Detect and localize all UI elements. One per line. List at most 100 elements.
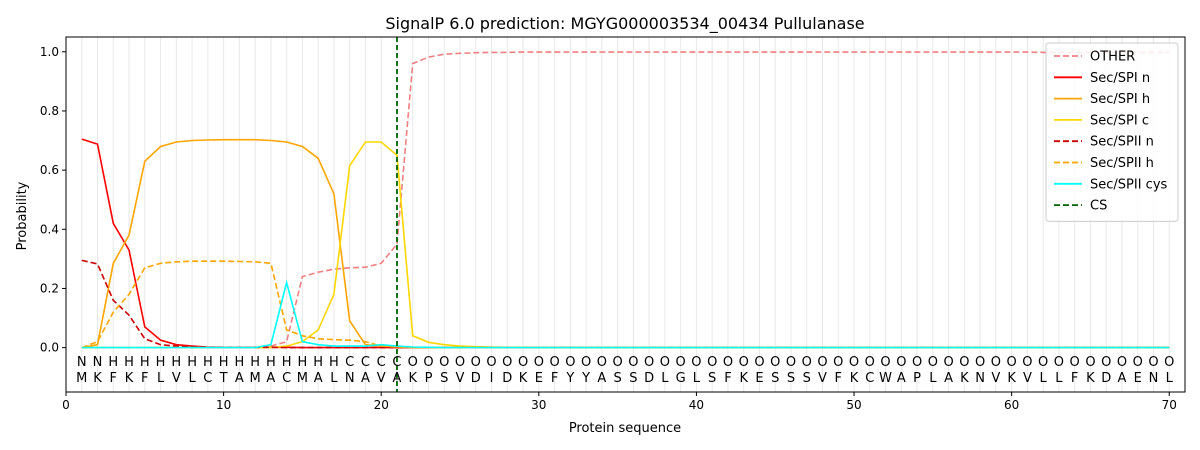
residue-label: L: [330, 371, 338, 386]
residue-label: V: [456, 371, 465, 386]
residue-label: K: [519, 371, 528, 386]
residue-label: D: [1101, 371, 1111, 386]
region-label: H: [219, 355, 229, 370]
residue-label: F: [141, 371, 148, 386]
residue-label: S: [787, 371, 795, 386]
residue-label: A: [393, 371, 402, 386]
region-label: H: [203, 355, 213, 370]
region-label: O: [613, 355, 623, 370]
region-label: O: [423, 355, 433, 370]
region-label: O: [817, 355, 827, 370]
residue-label: F: [835, 371, 842, 386]
x-tick-label: 70: [1162, 398, 1177, 412]
region-label: O: [439, 355, 449, 370]
region-label: O: [754, 355, 764, 370]
region-label: H: [329, 355, 339, 370]
y-axis-label: Probability: [15, 181, 30, 250]
region-label: H: [313, 355, 323, 370]
region-label: O: [471, 355, 481, 370]
region-label: H: [156, 355, 166, 370]
residue-label: K: [93, 371, 102, 386]
residue-label: D: [471, 371, 481, 386]
residue-label: F: [551, 371, 558, 386]
sequence-annotations: NMNKHFHKHFHLHVHLHCHTHAHMHAHCHMHAHLCNCACV…: [76, 355, 1174, 386]
residue-label: P: [425, 371, 433, 386]
region-label: O: [1133, 355, 1143, 370]
region-label: O: [1054, 355, 1064, 370]
residue-label: K: [739, 371, 748, 386]
x-tick-label: 40: [689, 398, 704, 412]
residue-label: S: [803, 371, 811, 386]
residue-label: V: [377, 371, 386, 386]
residue-label: L: [1166, 371, 1174, 386]
x-tick-label: 50: [846, 398, 861, 412]
region-label: N: [77, 355, 87, 370]
region-label: C: [392, 355, 401, 370]
region-label: O: [723, 355, 733, 370]
residue-label: L: [929, 371, 937, 386]
region-label: O: [518, 355, 528, 370]
region-label: O: [408, 355, 418, 370]
residue-label: S: [613, 371, 621, 386]
residue-label: L: [661, 371, 669, 386]
region-label: O: [644, 355, 654, 370]
residue-label: S: [440, 371, 448, 386]
x-tick-label: 0: [62, 398, 70, 412]
plot-frame: [65, 36, 1186, 393]
region-label: C: [345, 355, 354, 370]
axes: 0 10 20 30 40 50 60 70 0.0 0.2 0.4 0.6 0.8 1.0: [40, 45, 1177, 412]
x-tick-label: 20: [374, 398, 389, 412]
legend: OTHER Sec/SPI n Sec/SPI h Sec/SPI c Sec/SPII…: [1045, 42, 1179, 222]
chart-title: SignalP 6.0 prediction: MGYG000003534_00…: [385, 14, 864, 34]
legend-entry-label: CS: [1090, 199, 1107, 214]
region-label: O: [691, 355, 701, 370]
region-label: O: [660, 355, 670, 370]
region-label: H: [298, 355, 308, 370]
region-label: O: [1085, 355, 1095, 370]
legend-entry-label: Sec/SPI h: [1090, 92, 1150, 107]
residue-label: C: [203, 371, 212, 386]
residue-label: A: [361, 371, 370, 386]
region-label: O: [534, 355, 544, 370]
residue-label: K: [850, 371, 859, 386]
residue-label: G: [676, 371, 686, 386]
residue-label: F: [110, 371, 117, 386]
legend-entry-label: Sec/SPII n: [1090, 135, 1154, 150]
region-label: O: [943, 355, 953, 370]
residue-label: A: [597, 371, 606, 386]
residue-label: C: [865, 371, 874, 386]
legend-entry-label: Sec/SPII cys: [1090, 177, 1168, 192]
region-label: O: [786, 355, 796, 370]
region-label: O: [628, 355, 638, 370]
residue-label: Y: [565, 371, 574, 386]
residue-label: D: [502, 371, 512, 386]
region-label: N: [93, 355, 103, 370]
region-label: O: [896, 355, 906, 370]
region-label: O: [565, 355, 575, 370]
region-label: O: [502, 355, 512, 370]
region-label: O: [928, 355, 938, 370]
residue-label: E: [1134, 371, 1142, 386]
region-label: H: [266, 355, 276, 370]
y-tick-label: 0.4: [40, 222, 59, 236]
region-label: O: [1164, 355, 1174, 370]
residue-label: Y: [581, 371, 590, 386]
residue-label: A: [1118, 371, 1127, 386]
residue-label: L: [1040, 371, 1048, 386]
residue-label: F: [1071, 371, 1078, 386]
residue-label: E: [755, 371, 763, 386]
residue-label: T: [219, 371, 228, 386]
residue-label: V: [991, 371, 1000, 386]
legend-entry-label: OTHER: [1090, 50, 1135, 65]
region-label: O: [486, 355, 496, 370]
y-tick-label: 0.2: [40, 281, 59, 295]
series-line-sec-spi-n: [81, 138, 1170, 349]
series-line-sec-spii-n: [81, 259, 1170, 349]
region-label: O: [1007, 355, 1017, 370]
region-label: O: [1038, 355, 1048, 370]
series-line-other: [81, 51, 1170, 349]
legend-entry-label: Sec/SPI n: [1090, 71, 1150, 86]
region-label: O: [833, 355, 843, 370]
x-tick-label: 60: [1004, 398, 1019, 412]
region-label: O: [455, 355, 465, 370]
